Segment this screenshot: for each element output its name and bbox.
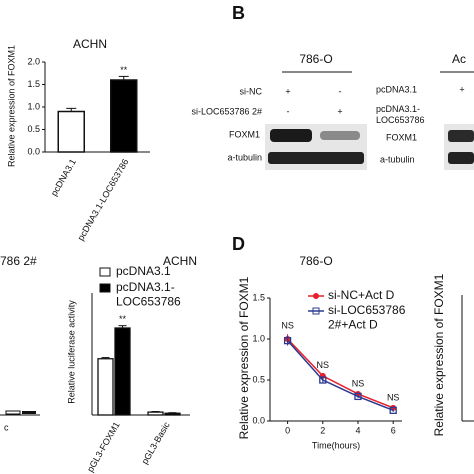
legend-swatch	[99, 267, 111, 277]
panel-label: B	[232, 3, 245, 23]
legend-label: pcDNA3.1	[116, 264, 171, 278]
legend-label: si-LOC653786 2#+Act D	[328, 303, 406, 331]
blot-band	[268, 152, 364, 164]
fragment-bar	[22, 411, 36, 414]
blot-row-label: si-NC	[240, 86, 263, 96]
significance: NS	[317, 360, 330, 370]
fragment-tick: c	[4, 422, 9, 432]
blot-row-label: pcDNA3.1-LOC653786	[376, 104, 425, 125]
x-tick-label: pGL3-Basic	[140, 420, 172, 466]
y-axis-label: Relative expression of FOXM1	[6, 45, 16, 167]
blot-band-label: a-tubulin	[380, 154, 415, 164]
legend-marker	[313, 293, 319, 299]
y-tick-label: 1.0	[27, 101, 40, 111]
blot-band	[270, 129, 312, 142]
y-axis-label: Relative expression of FOXM1	[237, 276, 251, 439]
bar	[110, 79, 138, 153]
bar	[57, 110, 85, 153]
x-tick-label: pcDNA3.1	[49, 157, 78, 198]
significance: **	[119, 314, 127, 324]
x-tick-label: 6	[391, 425, 396, 435]
panel-label: D	[232, 234, 245, 254]
blot-row-label: si-LOC653786 2#	[191, 106, 262, 116]
y-tick-label: 2.0	[27, 56, 40, 66]
significance: NS	[352, 379, 365, 389]
blot-mark: -	[339, 86, 342, 96]
legend-marker	[312, 307, 320, 315]
blot-band	[320, 131, 360, 140]
legend-label: si-NC+Act D	[328, 288, 395, 302]
series-line	[287, 340, 394, 412]
y-tick-label: 0.5	[27, 124, 40, 134]
x-tick-label: pcDNA3.1-LOC653786	[76, 157, 131, 242]
significance: **	[120, 65, 128, 75]
bar	[164, 412, 181, 416]
point	[283, 336, 292, 345]
blot-mark: +	[459, 84, 464, 94]
series-line	[287, 338, 394, 409]
x-tick-label: 2	[320, 425, 325, 435]
blot-title: 786-O	[299, 52, 332, 66]
point	[389, 406, 397, 414]
legend-label: pcDNA3.1-LOC653786	[116, 280, 181, 308]
x-tick-label: 4	[355, 425, 360, 435]
y-tick-label: 1.5	[252, 292, 265, 302]
legend-swatch	[99, 283, 111, 293]
fragment-label: 786 2#	[0, 254, 37, 268]
significance: NS	[281, 320, 294, 330]
y-tick-label: 0.0	[252, 415, 265, 425]
blot-band-label: a-tubulin	[227, 152, 262, 162]
bar	[114, 327, 131, 416]
blot-band-label: FOXM1	[386, 132, 417, 142]
x-tick-label: 0	[285, 425, 290, 435]
point	[319, 376, 327, 384]
y-tick-label: 0.5	[252, 374, 265, 384]
fragment-bar	[5, 410, 21, 415]
y-tick-label: 0.0	[27, 146, 40, 156]
blot-row-label: pcDNA3.1	[376, 84, 417, 94]
blot-title: Ac	[452, 52, 466, 66]
y-tick-label: 1.5	[27, 79, 40, 89]
blot-mark: +	[285, 86, 290, 96]
bar	[97, 358, 114, 416]
blot-mark: +	[337, 106, 342, 116]
x-tick-label: pGL3-FOXM1	[85, 420, 122, 474]
blot-band-label: FOXM1	[229, 129, 260, 139]
y-tick-label: 1.0	[252, 333, 265, 343]
chart-title: 786-O	[299, 254, 332, 268]
y-axis-label: Relative expression of FOXM1	[432, 273, 446, 436]
point	[354, 392, 362, 401]
chart-title: ACHN	[163, 254, 197, 268]
y-axis-label: Relative luciferase activity	[66, 300, 76, 404]
blot-band	[448, 152, 474, 164]
blot-mark: -	[287, 106, 290, 116]
bar	[147, 411, 164, 416]
x-axis-label: Time(hours)	[312, 440, 360, 450]
significance: NS	[387, 393, 400, 403]
chart-title: ACHN	[73, 37, 107, 51]
blot-band	[448, 130, 474, 142]
